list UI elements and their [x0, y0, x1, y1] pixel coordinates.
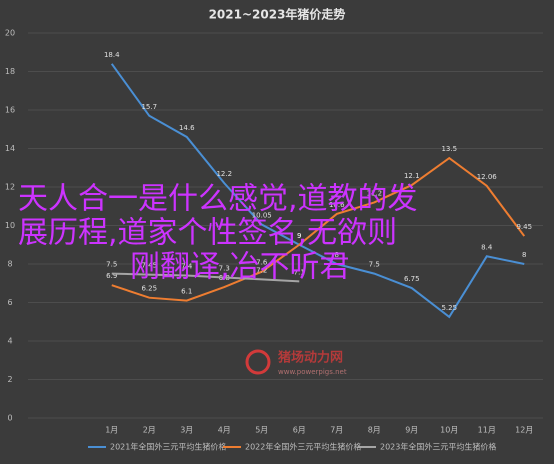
x-tick-label: 9月 [405, 426, 418, 435]
y-tick-label: 4 [7, 337, 12, 346]
x-tick-label: 10月 [440, 426, 458, 435]
x-tick-label: 11月 [478, 426, 496, 435]
data-label: 12.2 [216, 170, 232, 178]
data-label: 15.7 [141, 103, 157, 111]
x-tick-label: 5月 [255, 426, 268, 435]
chart-title: 2021~2023年猪价走势 [209, 7, 346, 22]
overlay-text: 展历程,道家个性签名,无欲则 [18, 216, 397, 251]
data-label: 12.1 [404, 172, 420, 180]
data-label: 11.2 [366, 189, 382, 197]
data-label: 6.9 [106, 272, 117, 280]
data-label: 8 [522, 251, 526, 259]
data-label: 14.6 [179, 124, 195, 132]
data-label: 5.25 [441, 304, 457, 312]
legend-label: 2023年全国外三元平均生猪价格 [380, 442, 496, 452]
data-label: 8 [335, 251, 339, 259]
data-label: 7.5 [369, 261, 380, 269]
x-tick-label: 4月 [218, 426, 231, 435]
series-line [111, 272, 300, 283]
overlay-text: 天人合一是什么感觉,道教的发 [18, 182, 418, 217]
data-label: 9 [297, 232, 301, 240]
y-tick-label: 14 [5, 144, 15, 153]
series-line [111, 156, 526, 302]
x-tick-label: 6月 [293, 426, 306, 435]
data-label: 6.1 [181, 288, 192, 296]
data-label: 9.45 [516, 223, 532, 231]
data-label: 10.05 [252, 212, 272, 220]
data-label: 10.6 [329, 201, 345, 209]
y-tick-label: 8 [7, 260, 12, 269]
overlay-text: 刚翻译,冶不听君 [130, 250, 350, 285]
data-label: 6.75 [404, 275, 420, 283]
y-tick-label: 2 [7, 375, 12, 384]
y-tick-label: 6 [7, 298, 12, 307]
data-label: 7.1 [294, 268, 305, 276]
data-label: 18.4 [104, 51, 120, 59]
y-tick-label: 10 [5, 221, 15, 230]
legend-label: 2021年全国外三元平均生猪价格 [110, 442, 226, 452]
data-label: 7.45 [141, 262, 157, 270]
data-label: 7.2 [256, 266, 267, 274]
data-label: 13.5 [441, 145, 457, 153]
data-label: 8.4 [481, 243, 493, 251]
x-tick-label: 3月 [180, 426, 193, 435]
x-tick-label: 1月 [105, 426, 118, 435]
x-tick-label: 12月 [515, 426, 533, 435]
data-label: 7.3 [219, 264, 230, 272]
y-tick-label: 20 [5, 29, 15, 38]
data-label: 7.4 [181, 263, 193, 271]
data-label: 7.5 [106, 261, 117, 269]
data-label: 12.06 [477, 173, 498, 181]
data-label: 6.25 [141, 285, 157, 293]
x-tick-label: 8月 [368, 426, 381, 435]
y-tick-label: 12 [5, 183, 15, 192]
y-tick-label: 0 [7, 414, 12, 423]
y-tick-label: 18 [5, 67, 15, 76]
data-label: 9 [297, 232, 301, 240]
x-tick-label: 2月 [143, 426, 156, 435]
x-tick-label: 7月 [330, 426, 343, 435]
y-tick-label: 16 [5, 106, 15, 115]
watermark-icon [245, 349, 271, 375]
watermark-url: www.powerpigs.net [278, 368, 347, 376]
series-line [110, 63, 525, 319]
watermark: 猪场动力网 [277, 350, 343, 366]
data-label: 7.6 [256, 259, 268, 267]
legend-label: 2022年全国外三元平均生猪价格 [245, 442, 361, 452]
